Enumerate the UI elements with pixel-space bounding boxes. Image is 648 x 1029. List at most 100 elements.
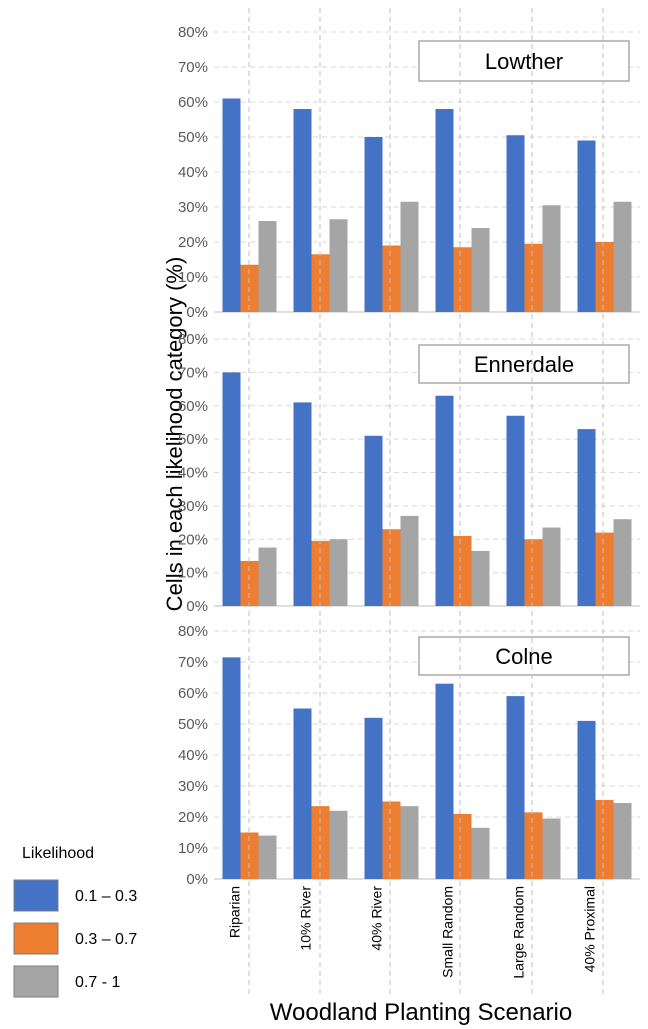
bar-colne-1-5 [595,799,614,879]
y-tick-label: 70% [178,59,208,76]
bar-lowther-2-3 [471,228,490,312]
y-tick-label: 0% [186,871,208,888]
bar-lowther-0-0 [222,98,241,312]
bar-lowther-0-5 [577,140,596,312]
y-tick-label: 70% [178,654,208,671]
y-tick-label: 70% [178,364,208,381]
bar-colne-2-3 [471,827,490,879]
category-label: 40% Proximal [582,886,598,972]
bar-ennerdale-2-5 [613,519,632,606]
y-tick-label: 20% [178,531,208,548]
y-tick-label: 40% [178,465,208,482]
panel-title: Lowther [485,49,563,74]
y-tick-label: 10% [178,565,208,582]
bar-ennerdale-0-5 [577,429,596,606]
category-label: 10% River [298,886,314,951]
legend-swatch [13,922,59,955]
category-label: Riparian [227,886,243,938]
y-tick-label: 30% [178,199,208,216]
bar-ennerdale-2-1 [329,539,348,606]
bar-ennerdale-1-5 [595,532,614,606]
y-tick-label: 50% [178,716,208,733]
bar-ennerdale-0-2 [364,435,383,606]
bar-lowther-2-2 [400,201,419,312]
bar-colne-0-0 [222,657,241,879]
y-axis-title: Cells in each likelihood category (%) [162,257,187,612]
category-label: 40% River [369,886,385,951]
y-tick-label: 40% [178,164,208,181]
bar-colne-2-2 [400,806,419,879]
bar-colne-2-4 [542,818,561,879]
y-tick-label: 50% [178,431,208,448]
category-label: Small Random [440,886,456,978]
y-tick-label: 80% [178,623,208,640]
panel-title: Colne [495,644,552,669]
y-tick-label: 30% [178,778,208,795]
legend-swatch [13,879,59,912]
bar-lowther-1-5 [595,242,614,312]
y-tick-label: 60% [178,398,208,415]
panel-title-box [418,636,630,676]
y-tick-label: 0% [186,598,208,615]
bar-ennerdale-2-4 [542,527,561,606]
bar-ennerdale-1-0 [240,560,259,606]
bar-ennerdale-2-2 [400,515,419,606]
x-axis-title: Woodland Planting Scenario [270,999,572,1026]
bar-ennerdale-0-4 [506,415,525,606]
panel-title-box [418,344,630,384]
bar-colne-1-2 [382,801,401,879]
bar-colne-0-2 [364,717,383,879]
y-tick-label: 20% [178,809,208,826]
y-tick-label: 50% [178,129,208,146]
bar-colne-1-3 [453,813,472,879]
bar-ennerdale-1-2 [382,529,401,606]
bar-lowther-2-0 [258,221,277,312]
bar-lowther-2-5 [613,201,632,312]
legend: Likelihood 0.1 – 0.3 0.3 – 0.7 0.7 - 1 [13,845,137,998]
bar-lowther-1-3 [453,247,472,312]
bar-lowther-0-3 [435,109,454,312]
bar-ennerdale-2-3 [471,550,490,606]
y-tick-label: 20% [178,234,208,251]
plot-area: 0% 10% 20% 30% 40% 50% 60% 70% 80% Lowther 0% 10% 20… [178,8,640,998]
bar-colne-0-4 [506,696,525,879]
bar-lowther-2-1 [329,219,348,312]
bar-colne-2-1 [329,810,348,879]
bar-colne-0-1 [293,708,312,879]
bar-ennerdale-1-4 [524,539,543,606]
bar-colne-0-3 [435,683,454,879]
category-label: Large Random [511,886,527,979]
bar-colne-2-5 [613,803,632,879]
bar-lowther-2-4 [542,205,561,312]
bar-ennerdale-1-3 [453,535,472,606]
bar-lowther-1-1 [311,254,330,312]
bar-ennerdale-0-1 [293,402,312,606]
bar-ennerdale-0-0 [222,372,241,606]
y-tick-label: 10% [178,269,208,286]
bar-colne-1-1 [311,806,330,879]
bar-lowther-1-2 [382,245,401,312]
y-tick-label: 30% [178,498,208,515]
bar-lowther-0-2 [364,137,383,312]
bar-lowther-1-4 [524,243,543,312]
legend-label: 0.7 - 1 [75,974,120,991]
legend-swatch [13,965,59,998]
bar-colne-1-4 [524,812,543,879]
bar-colne-2-0 [258,835,277,879]
bar-colne-0-5 [577,720,596,879]
panel-title-box [418,40,630,82]
bar-ennerdale-1-1 [311,540,330,606]
bar-lowther-0-4 [506,135,525,312]
bar-ennerdale-2-0 [258,547,277,606]
y-tick-label: 80% [178,24,208,41]
y-tick-label: 60% [178,94,208,111]
y-tick-label: 10% [178,840,208,857]
bar-ennerdale-0-3 [435,395,454,606]
panel-title: Ennerdale [474,352,574,377]
bar-lowther-0-1 [293,109,312,312]
legend-label: 0.1 – 0.3 [75,888,137,905]
legend-title: Likelihood [22,845,94,862]
y-tick-label: 60% [178,685,208,702]
y-tick-label: 0% [186,304,208,321]
